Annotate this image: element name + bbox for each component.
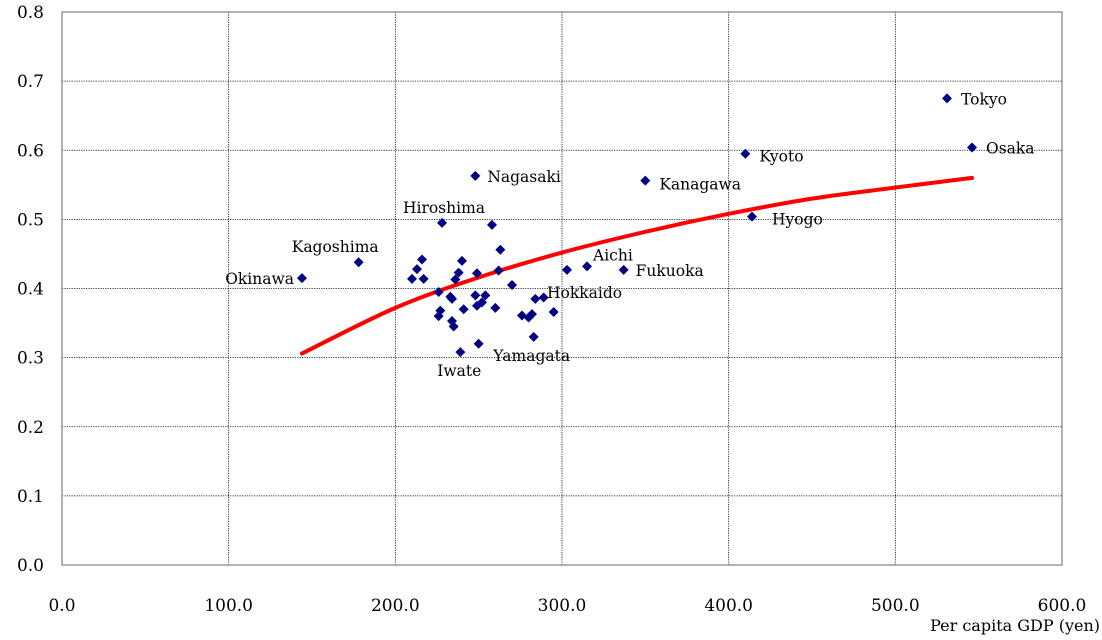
data-point	[530, 293, 541, 304]
x-tick-label: 0.0	[48, 596, 75, 616]
y-tick-label: 0.4	[17, 280, 44, 300]
grid	[62, 12, 1062, 565]
data-point	[455, 347, 466, 358]
data-point	[967, 142, 977, 153]
data-point-label: Okinawa	[225, 270, 294, 288]
trend-line	[300, 175, 974, 356]
data-point-label: Yamagata	[492, 347, 570, 365]
data-point-label: Nagasaki	[487, 168, 561, 186]
x-tick-label: 200.0	[371, 596, 420, 616]
data-point-label: Osaka	[986, 139, 1035, 157]
data-point	[747, 211, 757, 222]
data-point	[548, 307, 559, 318]
data-points	[297, 93, 977, 358]
y-tick-label: 0.0	[17, 556, 44, 576]
data-point	[458, 304, 469, 315]
y-axis-ticks: 0.0 0.1 0.2 0.3 0.4 0.5 0.6 0.7 0.8	[17, 3, 44, 576]
data-point	[407, 273, 417, 284]
data-point-label: Kanagawa	[659, 176, 741, 194]
data-point	[562, 264, 572, 275]
data-point-label: Aichi	[592, 246, 633, 264]
y-tick-label: 0.1	[17, 487, 44, 507]
x-tick-label: 400.0	[704, 596, 753, 616]
data-point	[457, 255, 467, 266]
x-axis-ticks: 0.0 100.0 200.0 300.0 400.0 500.0 600.0	[48, 596, 1086, 616]
data-point	[527, 309, 537, 320]
data-point	[495, 244, 506, 255]
data-point	[487, 219, 497, 230]
data-point	[582, 261, 592, 272]
data-point	[417, 254, 427, 265]
data-point	[493, 265, 504, 276]
x-tick-label: 300.0	[538, 596, 587, 616]
data-point	[437, 217, 447, 228]
data-point	[448, 321, 459, 332]
data-point-label: Kagoshima	[292, 238, 379, 256]
data-point	[473, 338, 484, 349]
data-point-label: Hyogo	[772, 211, 823, 229]
x-axis-title: Per capita GDP (yen)	[930, 616, 1100, 635]
data-point-label: Fukuoka	[636, 262, 704, 280]
y-tick-label: 0.3	[17, 349, 44, 369]
data-point	[740, 148, 751, 159]
data-point-label: Hokkaido	[547, 284, 622, 302]
y-tick-label: 0.8	[17, 3, 44, 23]
x-tick-label: 500.0	[871, 596, 920, 616]
data-point	[477, 297, 487, 308]
data-point-label: Tokyo	[961, 90, 1007, 108]
data-point	[297, 273, 307, 284]
data-point	[528, 331, 539, 342]
data-point	[418, 273, 429, 284]
data-point	[618, 264, 629, 275]
x-tick-label: 600.0	[1038, 596, 1087, 616]
data-point	[507, 280, 517, 291]
data-point	[447, 293, 457, 304]
y-tick-label: 0.7	[17, 72, 44, 92]
data-point	[942, 93, 952, 104]
y-tick-label: 0.2	[17, 418, 44, 438]
data-point	[472, 268, 482, 279]
y-tick-label: 0.6	[17, 141, 44, 161]
data-point	[450, 274, 461, 285]
data-point	[470, 290, 481, 301]
data-point-label: Iwate	[437, 362, 481, 380]
data-point	[490, 302, 501, 313]
data-point	[353, 257, 364, 268]
x-tick-label: 100.0	[204, 596, 253, 616]
data-point	[470, 170, 481, 181]
data-point	[480, 290, 491, 301]
y-tick-label: 0.5	[17, 210, 44, 230]
data-point	[640, 175, 651, 186]
data-point	[453, 267, 464, 278]
data-point	[538, 292, 549, 303]
data-point-label: Hiroshima	[403, 199, 485, 217]
data-point	[412, 264, 422, 275]
data-point-label: Kyoto	[759, 148, 803, 166]
plot-frame	[61, 11, 1063, 566]
data-point	[435, 305, 446, 316]
data-point	[433, 286, 444, 297]
